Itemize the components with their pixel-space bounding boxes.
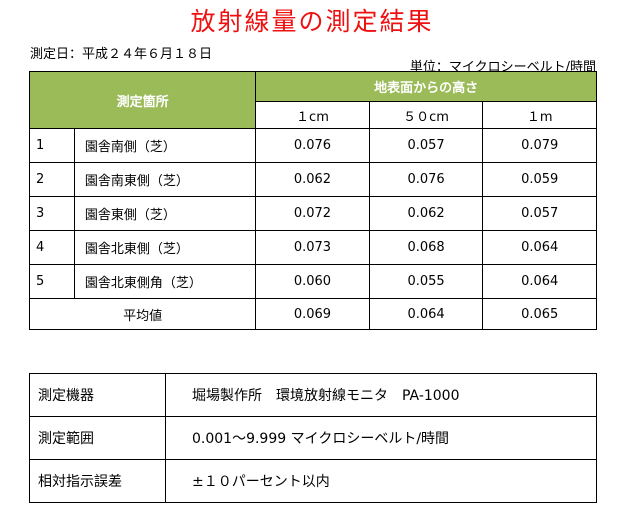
table-row: 1 園舎南側（芝） 0.076 0.057 0.079 [29,128,597,163]
instrument-info-table: 測定機器 堀場製作所 環境放射線モニタ PA-1000 測定範囲 0.001～9… [29,373,597,503]
average-value: 0.065 [482,298,597,330]
table-row: 5 園舎北東側角（芝） 0.060 0.055 0.064 [29,264,597,299]
row-value: 0.079 [482,128,597,163]
row-number: 4 [29,230,75,265]
average-row: 平均値 0.069 0.064 0.065 [28,298,597,330]
radiation-table: 測定箇所 地表面からの高さ １cm ５０cm １m 1 園舎南側（芝） 0.07… [28,71,597,330]
row-value: 0.076 [368,162,484,197]
average-value: 0.069 [255,298,370,330]
row-number: 3 [29,196,75,231]
table-row: 2 園舎南東側（芝） 0.062 0.076 0.059 [29,162,597,197]
row-value: 0.072 [255,196,370,231]
row-place: 園舎東側（芝） [73,196,257,231]
row-value: 0.057 [368,128,484,163]
height-header: 地表面からの高さ [255,71,597,102]
row-number: 2 [29,162,75,197]
row-number: 1 [29,128,75,163]
info-row: 測定範囲 0.001～9.999 マイクロシーベルト/時間 [29,416,597,460]
page-title: 放射線量の測定結果 [190,7,434,36]
row-value: 0.068 [368,230,484,265]
row-value: 0.057 [482,196,597,231]
table-row: 4 園舎北東側（芝） 0.073 0.068 0.064 [29,230,597,265]
info-key: 相対指示誤差 [29,459,166,503]
row-value: 0.055 [368,264,484,299]
info-value: 堀場製作所 環境放射線モニタ PA-1000 [165,373,597,417]
info-row: 測定機器 堀場製作所 環境放射線モニタ PA-1000 [29,373,597,417]
row-place: 園舎南側（芝） [73,128,257,163]
row-value: 0.064 [482,264,597,299]
average-value: 0.064 [368,298,484,330]
row-number: 5 [29,264,75,299]
table-row: 3 園舎東側（芝） 0.072 0.062 0.057 [29,196,597,231]
info-row: 相対指示誤差 ±１０パーセント以内 [29,459,597,503]
height-col-header: １m [482,101,597,129]
height-col-header: １cm [255,101,370,129]
height-col-header: ５０cm [368,101,484,129]
row-value: 0.073 [255,230,370,265]
row-value: 0.059 [482,162,597,197]
row-value: 0.076 [255,128,370,163]
row-value: 0.064 [482,230,597,265]
row-value: 0.062 [255,162,370,197]
info-value: ±１０パーセント以内 [165,459,597,503]
info-key: 測定範囲 [29,416,166,460]
row-value: 0.062 [368,196,484,231]
row-place: 園舎南東側（芝） [73,162,257,197]
place-header: 測定箇所 [28,71,257,129]
info-value: 0.001～9.999 マイクロシーベルト/時間 [165,416,597,460]
average-label: 平均値 [28,298,257,330]
row-value: 0.060 [255,264,370,299]
measurement-date: 測定日：平成２４年６月１８日 [30,47,213,62]
row-place: 園舎北東側（芝） [73,230,257,265]
row-place: 園舎北東側角（芝） [73,264,257,299]
info-key: 測定機器 [29,373,166,417]
